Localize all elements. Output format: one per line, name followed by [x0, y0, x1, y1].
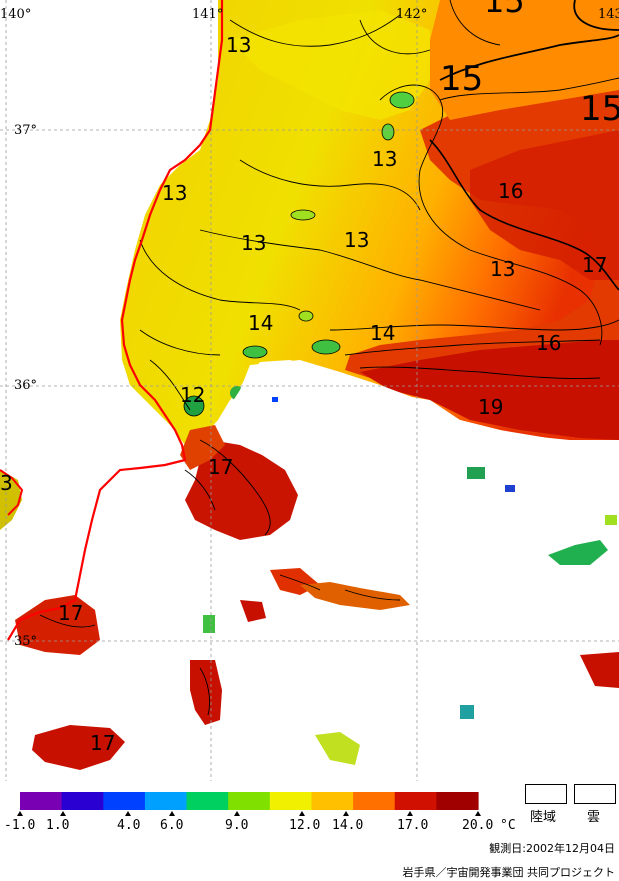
- legend-tick-label: 20.0: [462, 818, 493, 833]
- legend-unit: °C: [500, 818, 516, 833]
- legend-tick-label: 17.0: [397, 818, 428, 833]
- color-scale-segment: [103, 792, 146, 810]
- contour-label: 15: [440, 59, 483, 99]
- color-scale-segment: [353, 792, 396, 810]
- cloud-key-label: 雲: [587, 810, 601, 825]
- legend-tick-label: 1.0: [46, 818, 69, 833]
- legend-tick-mark: [169, 811, 175, 816]
- cold-eddy-2: [381, 123, 395, 141]
- blue-speck-1: [272, 397, 278, 402]
- warm-patch-east: [580, 652, 619, 688]
- lon-label-1: 141°: [192, 7, 223, 22]
- contour-label: 14: [370, 321, 395, 345]
- legend-tick-label: 6.0: [160, 818, 183, 833]
- warm-patch-mid-2: [300, 582, 410, 610]
- contour-label: 17: [90, 731, 115, 755]
- warm-patch-south-2: [315, 732, 360, 765]
- coastline-bay: [0, 469, 24, 516]
- contour-label: 16: [498, 179, 523, 203]
- legend-tick-mark: [234, 811, 240, 816]
- sea-orange-ne: [430, 0, 619, 120]
- sea-south-red: [360, 340, 619, 440]
- legend-tick-mark: [407, 811, 413, 816]
- color-scale-segment: [144, 792, 188, 810]
- credit-text: 岩手県／宇宙開発事業団 共同プロジェクト: [402, 866, 616, 879]
- coastline: [7, 0, 224, 641]
- contour-label: 13: [490, 257, 515, 281]
- contour-label: 17: [582, 253, 607, 277]
- legend-tick-label: 4.0: [117, 818, 140, 833]
- warm-patch-sw: [15, 595, 100, 655]
- cold-eddy-1: [389, 91, 415, 109]
- color-scale-bar: [20, 792, 479, 810]
- contour-label: 14: [248, 311, 273, 335]
- color-scale-segment: [228, 792, 271, 810]
- lat-label-1: 36°: [14, 378, 37, 393]
- color-scale-segment: [311, 792, 354, 810]
- green-patch-east: [548, 540, 608, 565]
- legend-tick-label: 12.0: [289, 818, 320, 833]
- blue-speck-2: [467, 467, 485, 479]
- cloud-key-box: [574, 784, 616, 804]
- contour-label: 15: [580, 89, 619, 129]
- cold-eddy-5: [183, 395, 205, 417]
- blue-speck-4: [460, 705, 474, 719]
- cold-eddy-6: [298, 310, 314, 322]
- lon-label-2: 142°: [396, 7, 427, 22]
- warm-patch-boso: [185, 440, 298, 540]
- warm-patch-south-1: [32, 725, 125, 770]
- contour-label: 13: [241, 231, 266, 255]
- land-key-box: [525, 784, 567, 804]
- sea-patch-w: [0, 470, 22, 530]
- legend-tick-mark: [475, 811, 481, 816]
- lon-label-3: 143: [598, 7, 619, 22]
- observation-date: 観測日:2002年12月04日: [489, 842, 615, 855]
- legend-tick-mark: [343, 811, 349, 816]
- color-scale-segment: [269, 792, 313, 810]
- warm-patch-bay: [180, 425, 225, 470]
- warm-patch-izu: [190, 660, 222, 725]
- contour-label: 13: [344, 228, 369, 252]
- contour-label: 15: [484, 0, 525, 20]
- contour-label: 16: [536, 331, 561, 355]
- cold-eddy-3: [242, 345, 268, 359]
- legend-tick-label: 14.0: [332, 818, 363, 833]
- contour-label: 13: [226, 33, 251, 57]
- sst-map: 140° 141° 142° 143 37° 36° 35° 13 15 15 …: [0, 0, 619, 781]
- contour-label: 12: [180, 383, 205, 407]
- color-scale-segment: [20, 792, 63, 810]
- sea-yellow-mid: [230, 10, 430, 120]
- contour-lines: [39, 0, 619, 716]
- blue-speck-3: [505, 485, 515, 492]
- color-scale-legend: -1.0 1.0 4.0 6.0 9.0 12.0 14.0 17.0 20.0…: [4, 792, 516, 833]
- green-speck-2: [605, 515, 617, 525]
- contour-label: 13: [162, 181, 187, 205]
- legend-tick-mark: [60, 811, 66, 816]
- color-scale-ticks: [17, 811, 481, 816]
- lat-label-0: 37°: [14, 123, 37, 138]
- legend-tick-mark: [299, 811, 305, 816]
- green-speck-1: [203, 615, 215, 633]
- legend-tick-mark: [125, 811, 131, 816]
- contour-label: 17: [58, 601, 83, 625]
- warm-patch-mid-3: [240, 600, 266, 622]
- contour-label: 17: [208, 455, 233, 479]
- color-scale-segment: [394, 792, 437, 810]
- legend-tick-mark: [17, 811, 23, 816]
- graticule: [0, 0, 619, 781]
- contour-label: 19: [478, 395, 503, 419]
- legend-tick-label: -1.0: [4, 818, 35, 833]
- lon-label-0: 140°: [0, 7, 31, 22]
- contour-label: 3: [0, 471, 13, 495]
- color-scale-segment: [436, 792, 479, 810]
- color-scale-segment: [61, 792, 104, 810]
- cold-eddy-7: [290, 209, 316, 221]
- cold-eddy-4: [311, 339, 341, 355]
- color-scale-segment: [186, 792, 229, 810]
- legend-tick-label: 9.0: [225, 818, 248, 833]
- contour-label: 13: [372, 147, 397, 171]
- land-key-label: 陸域: [530, 810, 557, 825]
- lat-label-2: 35°: [14, 634, 37, 649]
- sea-deep-red: [470, 130, 619, 280]
